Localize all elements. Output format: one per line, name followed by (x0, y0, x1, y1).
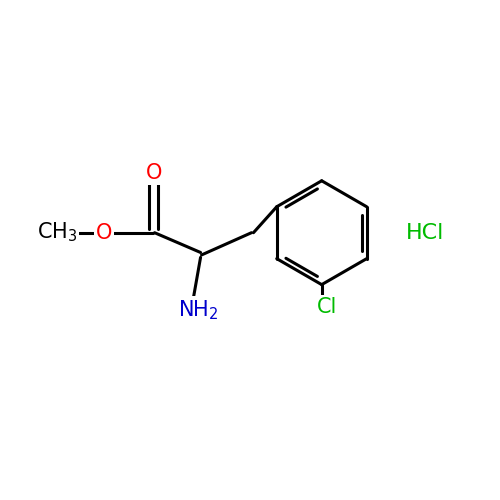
Text: CH$_3$: CH$_3$ (37, 221, 78, 244)
Text: Cl: Cl (316, 297, 337, 317)
Text: HCl: HCl (406, 222, 445, 242)
Text: O: O (146, 164, 162, 184)
Text: O: O (96, 222, 112, 242)
Text: NH$_2$: NH$_2$ (178, 298, 218, 322)
